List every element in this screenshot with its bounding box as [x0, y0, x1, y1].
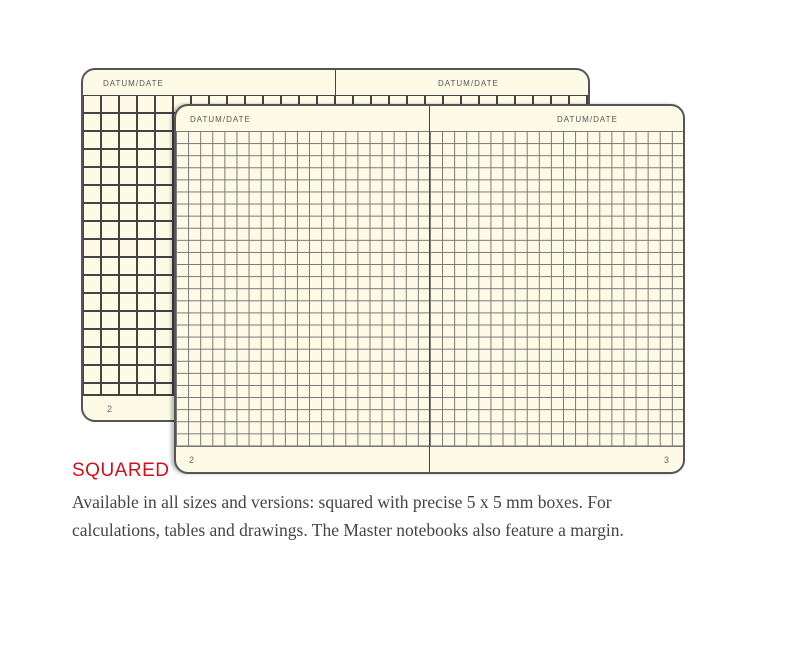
date-header-left: DATUM/DATE	[103, 79, 164, 88]
spine	[335, 70, 336, 95]
section-title: SQUARED	[72, 460, 170, 481]
date-header-right: DATUM/DATE	[557, 115, 618, 124]
spine	[429, 106, 430, 472]
date-header-right: DATUM/DATE	[438, 79, 499, 88]
right-page-number: 3	[663, 455, 669, 465]
front-notebook-illustration: DATUM/DATE DATUM/DATE 2 3	[174, 104, 685, 474]
section-description: Available in all sizes and versions: squ…	[72, 492, 624, 540]
date-header-left: DATUM/DATE	[190, 115, 251, 124]
page-number: 2	[107, 404, 113, 414]
left-page-number: 2	[189, 455, 195, 465]
